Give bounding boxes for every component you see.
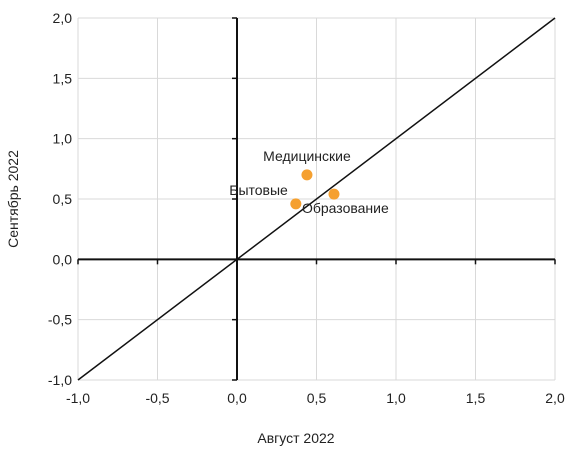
x-tick-label: 1,5 xyxy=(466,390,486,406)
data-point-label: Образование xyxy=(302,200,389,216)
series-points: Медицинские Бытовые Образование xyxy=(229,148,389,216)
y-tick-label: -0,5 xyxy=(48,312,72,328)
y-tick-label: 1,5 xyxy=(53,70,73,86)
tick-labels: -1,0 -0,5 0,0 0,5 1,0 1,5 2,0 -1,0 -0,5 0,0 0,5 1,0… xyxy=(48,10,565,406)
y-tick-label: 1,0 xyxy=(53,131,73,147)
x-tick-label: 1,0 xyxy=(386,390,406,406)
y-tick-label: 0,5 xyxy=(53,191,73,207)
diagonal-line xyxy=(77,17,556,381)
x-tick-label: -1,0 xyxy=(66,390,90,406)
data-point xyxy=(328,188,340,200)
x-tick-label: 0,0 xyxy=(227,390,247,406)
data-point xyxy=(301,169,313,181)
x-tick-label: 0,5 xyxy=(307,390,327,406)
x-axis-title: Август 2022 xyxy=(257,430,334,446)
y-tick-label: -1,0 xyxy=(48,372,72,388)
data-point xyxy=(290,198,302,210)
x-tick-label: -0,5 xyxy=(145,390,169,406)
y-tick-label: 0,0 xyxy=(53,251,73,267)
y-axis-title: Сентябрь 2022 xyxy=(5,150,21,248)
y-tick-label: 2,0 xyxy=(53,10,73,26)
data-point-label: Бытовые xyxy=(229,182,288,198)
x-tick-label: 2,0 xyxy=(545,390,565,406)
axes xyxy=(77,17,556,381)
data-point-label: Медицинские xyxy=(263,148,351,164)
